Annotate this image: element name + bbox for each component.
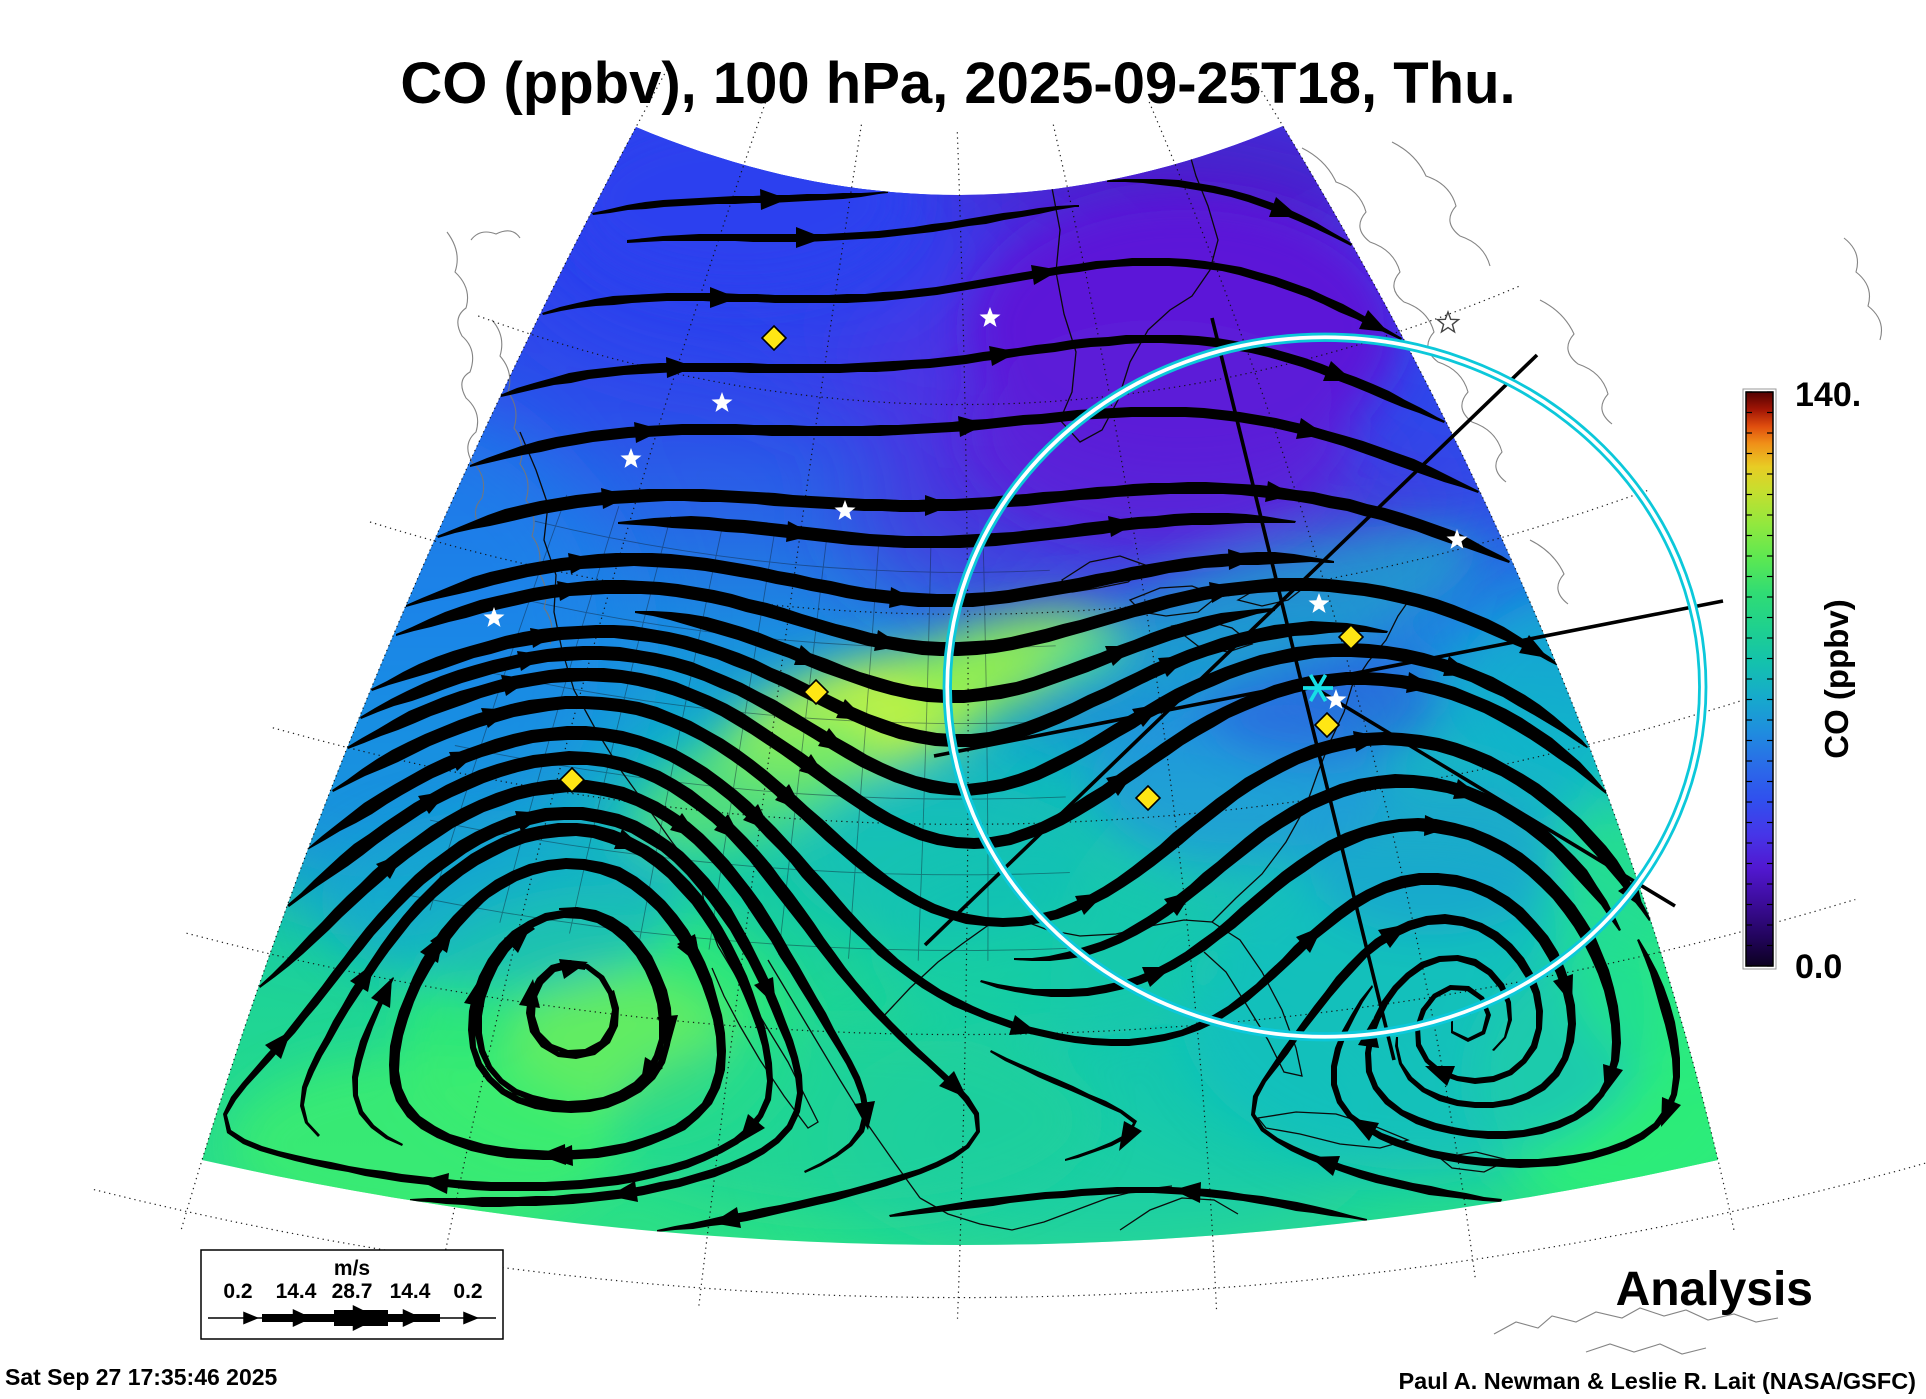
svg-text:28.7: 28.7: [332, 1280, 373, 1303]
svg-text:Analysis: Analysis: [1616, 1263, 1813, 1316]
svg-text:0.2: 0.2: [223, 1280, 252, 1303]
svg-text:CO (ppbv), 100 hPa, 2025-09-25: CO (ppbv), 100 hPa, 2025-09-25T18, Thu.: [400, 51, 1515, 116]
svg-text:m/s: m/s: [334, 1257, 370, 1280]
svg-text:Sat Sep 27 17:35:46 2025: Sat Sep 27 17:35:46 2025: [5, 1364, 278, 1390]
svg-text:0.0: 0.0: [1795, 948, 1842, 986]
svg-text:14.4: 14.4: [276, 1280, 317, 1303]
svg-text:Paul A. Newman & Leslie R. Lai: Paul A. Newman & Leslie R. Lait (NASA/GS…: [1398, 1368, 1916, 1394]
svg-text:CO (ppbv): CO (ppbv): [1818, 599, 1855, 758]
svg-text:0.2: 0.2: [453, 1280, 482, 1303]
svg-text:14.4: 14.4: [390, 1280, 431, 1303]
svg-text:140.: 140.: [1795, 376, 1861, 414]
